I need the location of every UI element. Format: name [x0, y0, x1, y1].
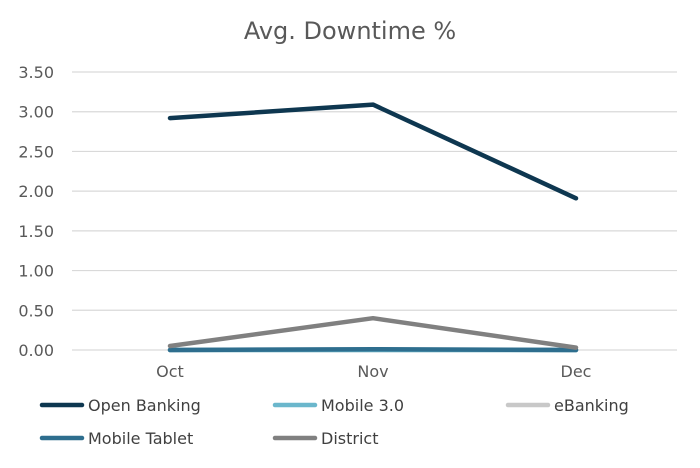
y-tick-label: 3.00	[18, 103, 54, 122]
gridlines	[72, 71, 677, 351]
y-axis-ticks: 0.00 0.50 1.00 1.50 2.00 2.50 3.00 3.50	[18, 63, 54, 360]
x-tick-label: Dec	[561, 362, 592, 381]
series-line-mobile-tablet	[167, 346, 579, 353]
y-tick-label: 1.50	[18, 222, 54, 241]
y-tick-label: 2.00	[18, 182, 54, 201]
series-line-district	[167, 315, 579, 350]
legend-label: eBanking	[554, 396, 629, 415]
y-tick-label: 0.50	[18, 301, 54, 320]
y-tick-label: 1.00	[18, 262, 54, 281]
legend-label: Open Banking	[88, 396, 201, 415]
y-tick-label: 2.50	[18, 142, 54, 161]
y-tick-label: 3.50	[18, 63, 54, 82]
legend-label: Mobile 3.0	[321, 396, 404, 415]
legend-item: District	[272, 429, 378, 448]
legend-item: Mobile Tablet	[39, 429, 193, 448]
legend: Open Banking Mobile 3.0 eBanking Mobile Tab…	[39, 396, 629, 448]
x-axis-ticks: Oct Nov Dec	[156, 362, 591, 381]
legend-item: eBanking	[505, 396, 629, 415]
y-tick-label: 0.00	[18, 341, 54, 360]
legend-item: Open Banking	[39, 396, 201, 415]
series-lines	[167, 102, 579, 353]
series-line-open-banking	[167, 102, 579, 201]
legend-item: Mobile 3.0	[272, 396, 404, 415]
chart-title: Avg. Downtime %	[244, 17, 456, 45]
x-tick-label: Nov	[357, 362, 388, 381]
x-tick-label: Oct	[156, 362, 184, 381]
legend-label: Mobile Tablet	[88, 429, 193, 448]
legend-label: District	[321, 429, 378, 448]
